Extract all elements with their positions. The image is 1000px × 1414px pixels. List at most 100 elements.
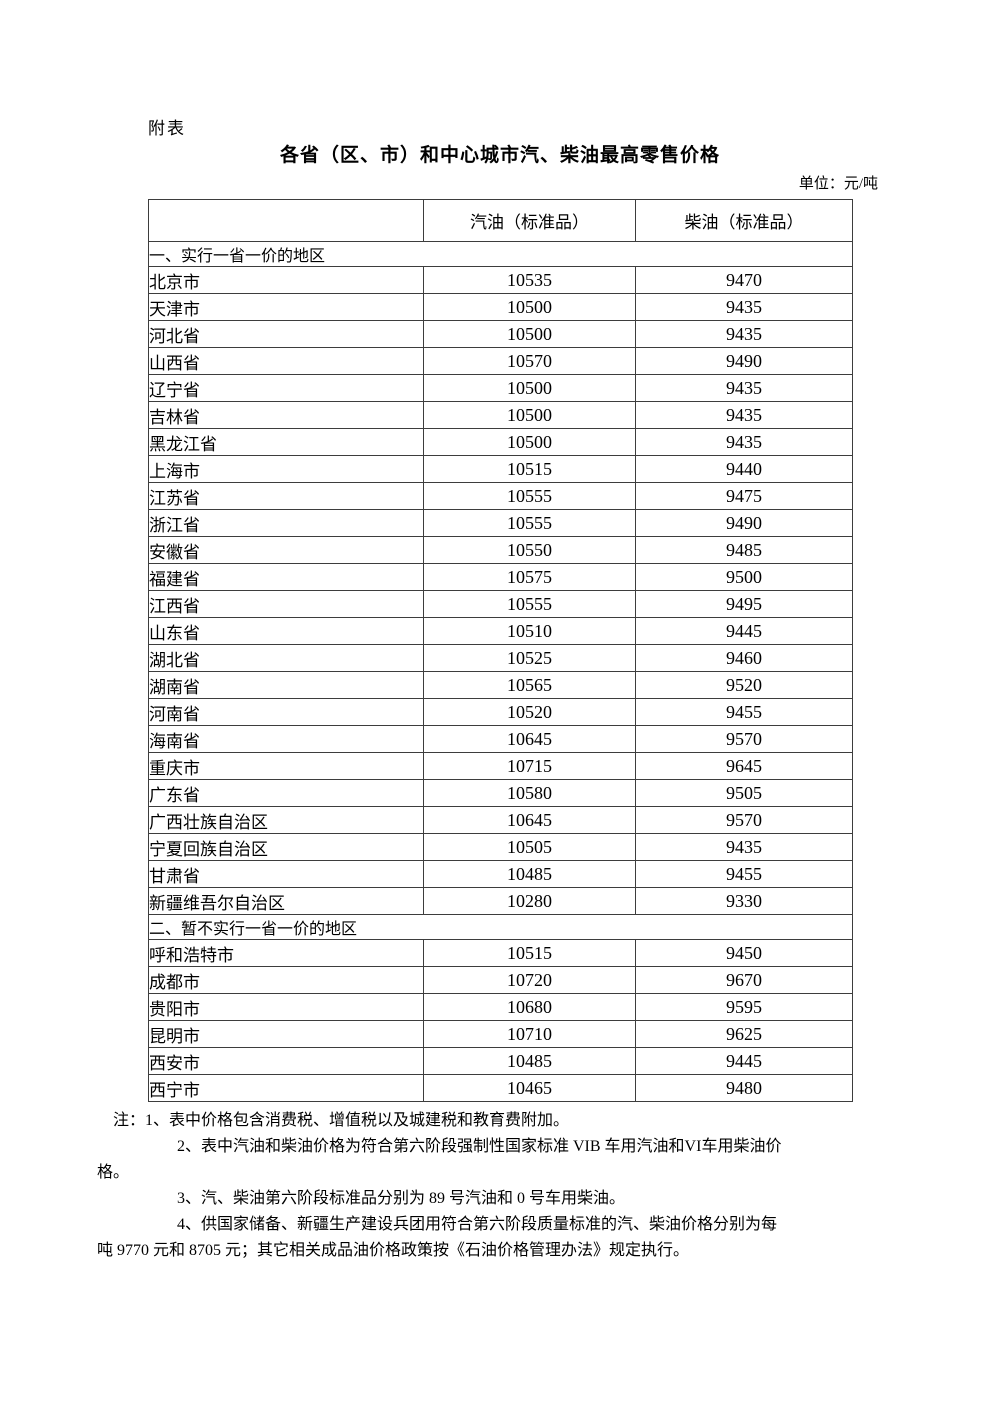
table-row: 新疆维吾尔自治区 10280 9330 (148, 887, 853, 915)
note-line: 3、汽、柴油第六阶段标准品分别为 89 号汽油和 0 号车用柴油。 (177, 1190, 626, 1207)
notes: 注：1、表中价格包含消费税、增值税以及城建税和教育费附加。 2、表中汽油和柴油价格… (97, 1108, 887, 1264)
gasoline-price-cell: 10565 (423, 671, 636, 699)
gasoline-price-cell: 10645 (423, 725, 636, 753)
region-name-cell: 贵阳市 (148, 993, 424, 1021)
diesel-price-cell: 9435 (635, 320, 853, 348)
gasoline-price-cell: 10720 (423, 966, 636, 994)
diesel-price-cell: 9445 (635, 617, 853, 645)
diesel-price-cell: 9435 (635, 428, 853, 456)
diesel-price-cell: 9670 (635, 966, 853, 994)
table-row: 重庆市 10715 9645 (148, 752, 853, 780)
region-name-cell: 上海市 (148, 455, 424, 483)
diesel-price-cell: 9455 (635, 698, 853, 726)
table-row: 江西省 10555 9495 (148, 590, 853, 618)
table-row: 西宁市 10465 9480 (148, 1074, 853, 1102)
column-header-gasoline: 汽油（标准品） (423, 199, 636, 242)
region-name-cell: 北京市 (148, 266, 424, 294)
table-row: 湖北省 10525 9460 (148, 644, 853, 672)
gasoline-price-cell: 10515 (423, 939, 636, 967)
region-name-cell: 浙江省 (148, 509, 424, 537)
region-name-cell: 山东省 (148, 617, 424, 645)
table-row: 上海市 10515 9440 (148, 455, 853, 483)
table-row: 天津市 10500 9435 (148, 293, 853, 321)
region-name-cell: 河北省 (148, 320, 424, 348)
gasoline-price-cell: 10680 (423, 993, 636, 1021)
table-row: 吉林省 10500 9435 (148, 401, 853, 429)
gasoline-price-cell: 10515 (423, 455, 636, 483)
gasoline-price-cell: 10555 (423, 482, 636, 510)
gasoline-price-cell: 10500 (423, 428, 636, 456)
diesel-price-cell: 9520 (635, 671, 853, 699)
diesel-price-cell: 9435 (635, 293, 853, 321)
gasoline-price-cell: 10550 (423, 536, 636, 564)
table-row: 山西省 10570 9490 (148, 347, 853, 375)
region-name-cell: 西安市 (148, 1047, 424, 1075)
region-name-cell: 吉林省 (148, 401, 424, 429)
table-row: 湖南省 10565 9520 (148, 671, 853, 699)
region-name-cell: 重庆市 (148, 752, 424, 780)
note-line: 格。 (97, 1164, 130, 1181)
diesel-price-cell: 9505 (635, 779, 853, 807)
table-row: 江苏省 10555 9475 (148, 482, 853, 510)
region-name-cell: 广东省 (148, 779, 424, 807)
diesel-price-cell: 9440 (635, 455, 853, 483)
diesel-price-cell: 9570 (635, 806, 853, 834)
region-name-cell: 河南省 (148, 698, 424, 726)
diesel-price-cell: 9485 (635, 536, 853, 564)
note-line: 4、供国家储备、新疆生产建设兵团用符合第六阶段质量标准的汽、柴油价格分别为每 (177, 1216, 778, 1233)
region-name-cell: 黑龙江省 (148, 428, 424, 456)
region-name-cell: 呼和浩特市 (148, 939, 424, 967)
region-name-cell: 广西壮族自治区 (148, 806, 424, 834)
region-name-cell: 成都市 (148, 966, 424, 994)
gasoline-price-cell: 10500 (423, 320, 636, 348)
diesel-price-cell: 9500 (635, 563, 853, 591)
gasoline-price-cell: 10715 (423, 752, 636, 780)
diesel-price-cell: 9435 (635, 401, 853, 429)
region-name-cell: 湖南省 (148, 671, 424, 699)
diesel-price-cell: 9490 (635, 347, 853, 375)
region-name-cell: 西宁市 (148, 1074, 424, 1102)
gasoline-price-cell: 10465 (423, 1074, 636, 1102)
table-row: 安徽省 10550 9485 (148, 536, 853, 564)
gasoline-price-cell: 10555 (423, 590, 636, 618)
table-row: 浙江省 10555 9490 (148, 509, 853, 537)
gasoline-price-cell: 10485 (423, 1047, 636, 1075)
diesel-price-cell: 9455 (635, 860, 853, 888)
note-line: 吨 9770 元和 8705 元；其它相关成品油价格政策按《石油价格管理办法》规… (97, 1242, 690, 1259)
table-row: 广东省 10580 9505 (148, 779, 853, 807)
table-row: 广西壮族自治区 10645 9570 (148, 806, 853, 834)
gasoline-price-cell: 10520 (423, 698, 636, 726)
region-name-cell: 辽宁省 (148, 374, 424, 402)
unit-label: 单位：元/吨 (798, 176, 878, 192)
diesel-price-cell: 9625 (635, 1020, 853, 1048)
gasoline-price-cell: 10645 (423, 806, 636, 834)
gasoline-price-cell: 10500 (423, 293, 636, 321)
table-row: 成都市 10720 9670 (148, 966, 853, 994)
table-header-row: 汽油（标准品） 柴油（标准品） (148, 199, 853, 242)
region-name-cell: 山西省 (148, 347, 424, 375)
note-line: 2、表中汽油和柴油价格为符合第六阶段强制性国家标准 VIB 车用汽油和VI车用柴… (177, 1138, 782, 1155)
gasoline-price-cell: 10535 (423, 266, 636, 294)
region-name-cell: 昆明市 (148, 1020, 424, 1048)
region-name-cell: 海南省 (148, 725, 424, 753)
gasoline-price-cell: 10570 (423, 347, 636, 375)
appendix-label: 附表 (148, 119, 186, 138)
table-row: 河北省 10500 9435 (148, 320, 853, 348)
table-row: 福建省 10575 9500 (148, 563, 853, 591)
table-row: 昆明市 10710 9625 (148, 1020, 853, 1048)
gasoline-price-cell: 10555 (423, 509, 636, 537)
note-line: 注：1、表中价格包含消费税、增值税以及城建税和教育费附加。 (113, 1112, 570, 1129)
diesel-price-cell: 9460 (635, 644, 853, 672)
gasoline-price-cell: 10500 (423, 401, 636, 429)
gasoline-price-cell: 10500 (423, 374, 636, 402)
diesel-price-cell: 9475 (635, 482, 853, 510)
price-table: 汽油（标准品） 柴油（标准品） 一、实行一省一价的地区 北京市 10535 9470 天… (148, 199, 853, 1102)
table-row: 海南省 10645 9570 (148, 725, 853, 753)
section-header-row: 一、实行一省一价的地区 (148, 241, 853, 267)
table-row: 黑龙江省 10500 9435 (148, 428, 853, 456)
region-name-cell: 江西省 (148, 590, 424, 618)
section-label: 一、实行一省一价的地区 (148, 241, 853, 267)
column-header-region (148, 199, 424, 242)
diesel-price-cell: 9595 (635, 993, 853, 1021)
